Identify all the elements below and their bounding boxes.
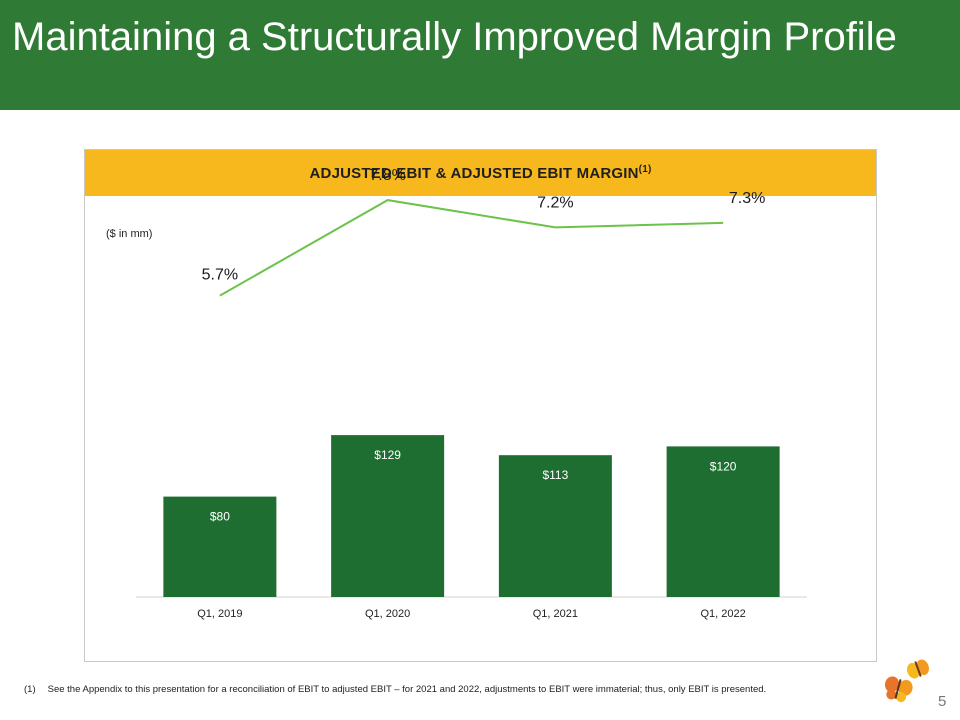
title-bar: Maintaining a Structurally Improved Marg… xyxy=(0,0,960,110)
bar-4 xyxy=(666,446,780,597)
margin-label-3: 7.2% xyxy=(537,194,573,211)
bar-3 xyxy=(498,455,612,597)
butterfly-logo-icon xyxy=(884,659,929,703)
bar-1 xyxy=(163,496,277,597)
units-label: ($ in mm) xyxy=(106,228,153,240)
margin-line xyxy=(219,199,724,297)
x-tick-label-2: Q1, 2020 xyxy=(365,608,410,620)
bar-2 xyxy=(331,435,445,597)
footnote: (1) See the Appendix to this presentation… xyxy=(24,684,766,695)
margin-label-1: 5.7% xyxy=(202,267,238,284)
chart-title: ADJUSTED EBIT & ADJUSTED EBIT MARGIN(1) xyxy=(310,164,652,182)
chart-panel: ADJUSTED EBIT & ADJUSTED EBIT MARGIN(1) … xyxy=(84,149,877,662)
slide-title: Maintaining a Structurally Improved Marg… xyxy=(12,15,897,59)
page-number: 5 xyxy=(938,693,947,710)
footnote-text: See the Appendix to this presentation fo… xyxy=(47,684,767,695)
chart-title-footnote-ref: (1) xyxy=(638,164,652,175)
chart-header: ADJUSTED EBIT & ADJUSTED EBIT MARGIN(1) xyxy=(85,150,876,196)
x-tick-label-3: Q1, 2021 xyxy=(533,608,578,620)
bar-value-label-4: $120 xyxy=(710,459,737,473)
footnote-marker: (1) xyxy=(24,684,36,695)
chart-title-text: ADJUSTED EBIT & ADJUSTED EBIT MARGIN xyxy=(309,165,639,182)
ebit-chart: $80 Q1, 2019 $129 Q1, 2020 $113 Q1, 2021 $120 Q… xyxy=(136,167,807,620)
margin-label-2: 7.8% xyxy=(369,167,405,184)
margin-label-4: 7.3% xyxy=(729,190,765,207)
bar-value-label-2: $129 xyxy=(374,448,401,462)
x-tick-label-1: Q1, 2019 xyxy=(197,608,242,620)
x-tick-label-4: Q1, 2022 xyxy=(700,608,745,620)
bar-value-label-1: $80 xyxy=(210,510,230,524)
bar-value-label-3: $113 xyxy=(542,468,568,482)
